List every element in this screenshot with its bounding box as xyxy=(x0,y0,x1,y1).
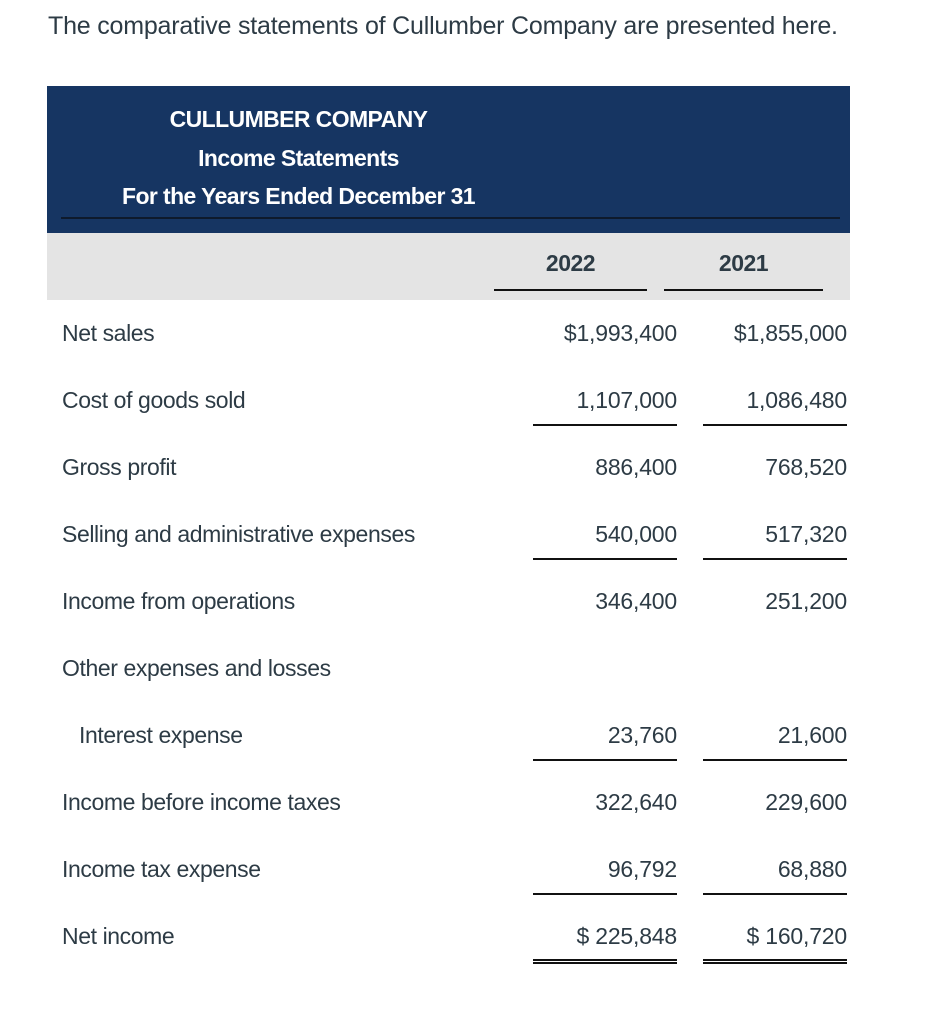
row-label: Net sales xyxy=(62,320,155,346)
row-label: Selling and administrative expenses xyxy=(62,521,415,547)
value-2021: 229,600 xyxy=(765,789,847,815)
value-2021: 21,600 xyxy=(703,722,847,761)
row-label: Cost of goods sold xyxy=(62,387,246,413)
value-2022: 322,640 xyxy=(595,789,677,815)
header-rule xyxy=(61,217,840,219)
table-row-gross-profit: Gross profit 886,400 768,520 xyxy=(0,454,952,494)
value-2022: 886,400 xyxy=(595,454,677,480)
statement-period: For the Years Ended December 31 xyxy=(122,183,476,209)
value-2021: 68,880 xyxy=(703,856,847,895)
value-2022: $ 225,848 xyxy=(533,923,677,964)
row-label: Income tax expense xyxy=(62,856,261,882)
table-row-net-sales: Net sales $1,993,400 $1,855,000 xyxy=(0,320,952,360)
row-label: Income before income taxes xyxy=(62,789,341,815)
value-2021: 251,200 xyxy=(765,588,847,614)
table-row-net-income: Net income $ 225,848 $ 160,720 xyxy=(0,923,952,964)
row-label: Gross profit xyxy=(62,454,177,480)
year-underline xyxy=(664,289,823,291)
intro-text: The comparative statements of Cullumber … xyxy=(48,12,838,40)
value-2022: 1,107,000 xyxy=(533,387,677,426)
row-label: Income from operations xyxy=(62,588,295,614)
company-name: CULLUMBER COMPANY xyxy=(169,106,428,132)
value-2022: 23,760 xyxy=(533,722,677,761)
table-row-selling-admin: Selling and administrative expenses 540,… xyxy=(0,521,952,561)
table-row-interest-expense: Interest expense 23,760 21,600 xyxy=(0,722,952,762)
value-2021: 1,086,480 xyxy=(703,387,847,426)
value-2021: $ 160,720 xyxy=(703,923,847,964)
statement-header: CULLUMBER COMPANY Income Statements For … xyxy=(47,86,850,233)
value-2021: 517,320 xyxy=(703,521,847,560)
row-label: Net income xyxy=(62,923,175,949)
year-underline xyxy=(494,289,647,291)
year-2022-header: 2022 xyxy=(494,250,647,291)
year-header-bar xyxy=(47,233,850,300)
value-2021: $1,855,000 xyxy=(733,320,847,346)
value-2022: 346,400 xyxy=(595,588,677,614)
row-label: Other expenses and losses xyxy=(62,655,331,681)
value-2022: $1,993,400 xyxy=(563,320,677,346)
year-2021-header: 2021 xyxy=(664,250,823,291)
row-label: Interest expense xyxy=(79,722,243,748)
statement-title: Income Statements xyxy=(198,145,399,171)
table-row-income-tax-expense: Income tax expense 96,792 68,880 xyxy=(0,856,952,896)
table-row-other-expenses: Other expenses and losses xyxy=(0,655,952,695)
value-2022: 96,792 xyxy=(533,856,677,895)
value-2022: 540,000 xyxy=(533,521,677,560)
table-row-income-before-taxes: Income before income taxes 322,640 229,6… xyxy=(0,789,952,829)
table-row-income-from-operations: Income from operations 346,400 251,200 xyxy=(0,588,952,628)
table-row-cogs: Cost of goods sold 1,107,000 1,086,480 xyxy=(0,387,952,427)
value-2021: 768,520 xyxy=(765,454,847,480)
